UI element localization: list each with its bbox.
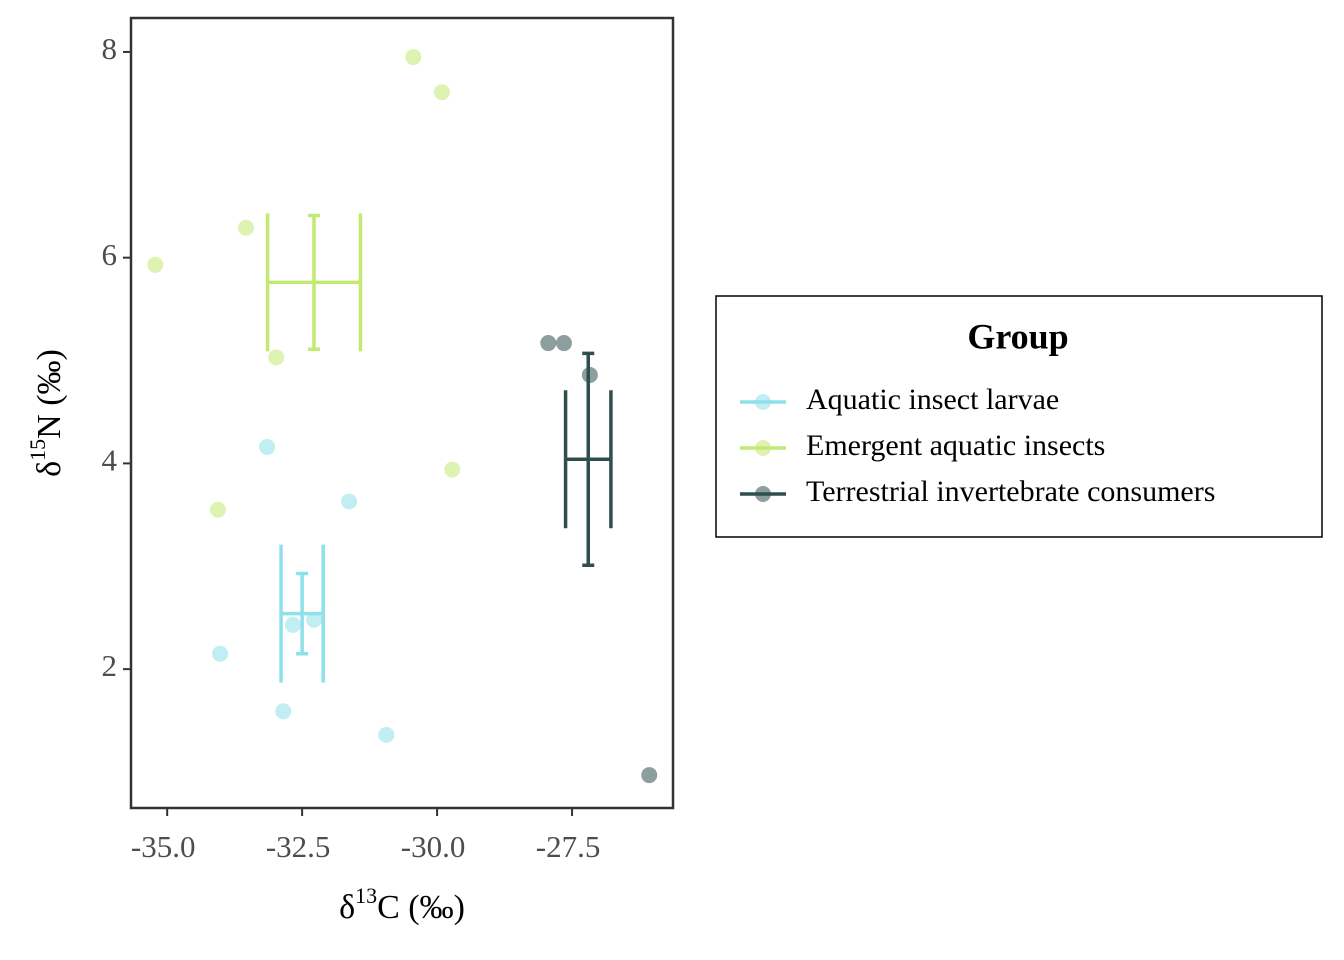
point bbox=[275, 703, 292, 720]
legend-label: Terrestrial invertebrate consumers bbox=[806, 475, 1215, 508]
x-axis-label: δ13C (‰) bbox=[339, 883, 465, 926]
legend-label: Emergent aquatic insects bbox=[806, 429, 1105, 462]
point bbox=[147, 256, 164, 273]
point bbox=[641, 767, 658, 784]
y-tick-label: 2 bbox=[102, 648, 118, 683]
y-axis-label: δ15N (‰) bbox=[25, 349, 68, 477]
x-tick-label: -27.5 bbox=[536, 829, 601, 864]
point bbox=[378, 726, 395, 743]
legend-box bbox=[715, 295, 1323, 538]
legend-key-point bbox=[755, 394, 771, 410]
point bbox=[284, 616, 301, 633]
x-tick-label: -30.0 bbox=[401, 829, 466, 864]
point bbox=[306, 611, 323, 628]
y-tick-label: 8 bbox=[102, 31, 118, 66]
point bbox=[268, 349, 285, 366]
legend-key-point bbox=[755, 440, 771, 456]
point bbox=[405, 49, 422, 66]
point bbox=[555, 335, 572, 352]
y-label-sup: 15 bbox=[25, 439, 50, 461]
point bbox=[237, 219, 254, 236]
y-label-prefix: δ bbox=[31, 461, 68, 477]
legend-title: Group bbox=[967, 316, 1068, 356]
legend-label: Aquatic insect larvae bbox=[806, 383, 1059, 416]
point bbox=[433, 84, 450, 101]
y-label-suffix: N (‰) bbox=[31, 349, 68, 439]
x-label-suffix: C (‰) bbox=[377, 889, 465, 926]
x-tick-label: -32.5 bbox=[266, 829, 331, 864]
y-error-bar bbox=[582, 351, 595, 567]
x-tick-label: -35.0 bbox=[131, 829, 196, 864]
point bbox=[259, 438, 276, 455]
y-error-bar bbox=[296, 571, 309, 656]
point bbox=[212, 645, 229, 662]
y-tick-label: 4 bbox=[102, 443, 118, 478]
point bbox=[540, 335, 557, 352]
x-label-sup: 13 bbox=[355, 883, 377, 908]
x-label-prefix: δ bbox=[339, 889, 355, 926]
legend-key-point bbox=[755, 486, 771, 502]
y-error-bar bbox=[308, 213, 321, 351]
plot-frame bbox=[129, 16, 675, 810]
point bbox=[444, 461, 461, 478]
point bbox=[209, 501, 226, 518]
point bbox=[341, 493, 358, 510]
y-tick-label: 6 bbox=[102, 237, 118, 272]
